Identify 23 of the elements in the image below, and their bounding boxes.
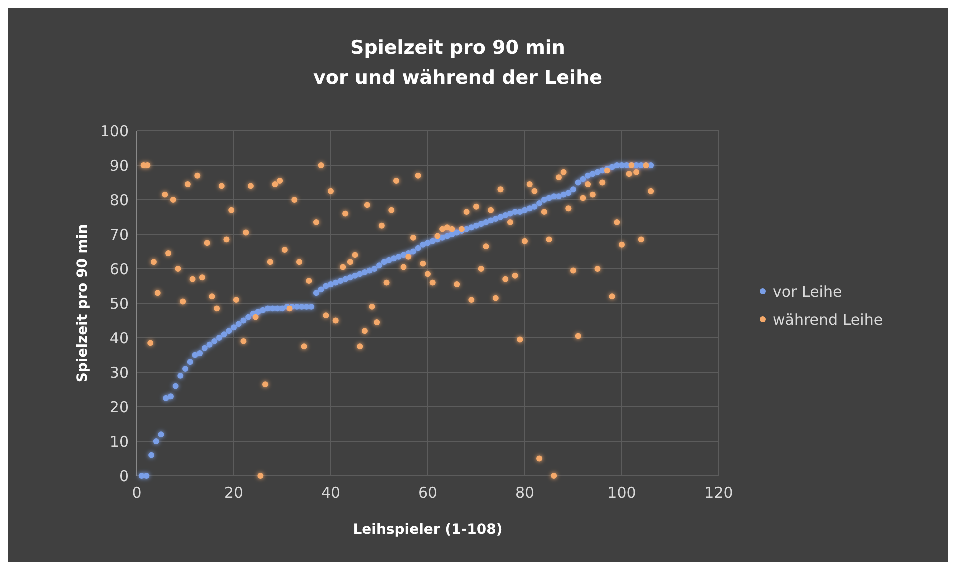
y-tick-label: 50 [110,294,129,313]
legend-label: während Leihe [773,310,884,329]
legend-label: vor Leihe [773,282,842,301]
y-axis-title: Spielzeit pro 90 min [75,224,91,383]
x-tick-label: 100 [608,484,636,502]
y-tick-label: 80 [110,191,129,210]
x-tick-label: 40 [321,484,341,502]
x-tick-label: 80 [515,484,535,502]
y-tick-label: 60 [110,260,129,278]
y-tick-label: 90 [110,156,129,175]
y-tick-label: 30 [110,364,129,382]
x-tick-label: 60 [418,484,438,502]
y-tick-label: 0 [119,467,129,486]
y-tick-label: 40 [110,329,129,348]
chart-title: Spielzeit pro 90 min vor und während der Leihe [314,37,602,89]
x-tick-label: 0 [132,484,142,502]
y-tick-label: 10 [110,432,129,451]
x-tick-label: 20 [224,484,244,502]
x-tick-label: 120 [704,484,734,502]
y-tick-label: 100 [100,122,129,140]
x-axis-title: Leihspieler (1-108) [353,522,503,538]
y-tick-label: 20 [110,398,129,416]
y-tick-label: 70 [110,226,129,244]
